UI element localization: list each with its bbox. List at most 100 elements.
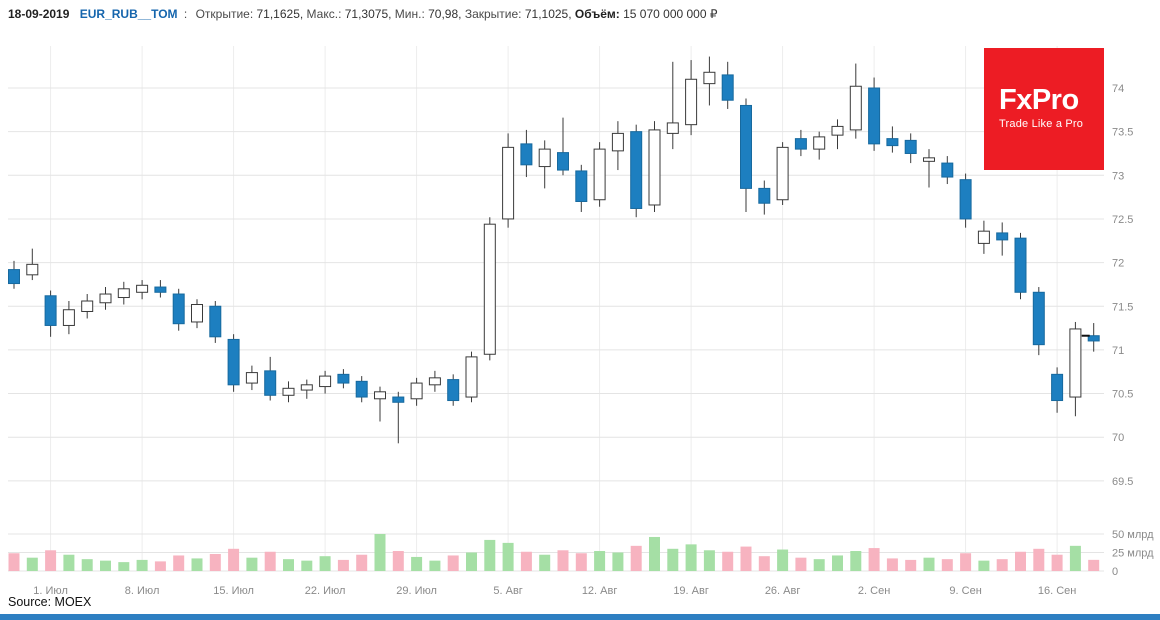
volume-bar (1051, 554, 1063, 571)
fxpro-logo-tagline: Trade Like a Pro (999, 118, 1084, 130)
volume-bar (868, 548, 880, 571)
volume-bar (740, 546, 752, 571)
candle-body (758, 187, 771, 204)
volume-bar (630, 545, 642, 571)
candle-body (502, 146, 515, 220)
header-stat: Макс.: 71,3075, (306, 7, 395, 21)
svg-text:8. Июл: 8. Июл (125, 585, 160, 597)
candle-body (794, 138, 807, 150)
candle-body (172, 293, 185, 325)
svg-text:26. Авг: 26. Авг (765, 585, 801, 597)
candle-body (813, 136, 826, 150)
svg-text:15. Июл: 15. Июл (213, 585, 254, 597)
volume-bar (1033, 548, 1045, 571)
volume-bar (136, 559, 148, 571)
candle-body (209, 305, 222, 338)
svg-text:50 млрд: 50 млрд (1112, 529, 1154, 541)
volume-bar (173, 555, 185, 571)
bottom-accent-bar (0, 614, 1160, 620)
volume-bar (777, 549, 789, 571)
candle-body (904, 139, 917, 154)
volume-gridlines (8, 533, 1104, 572)
header-colon: : (183, 7, 188, 21)
volume-bar (722, 551, 734, 571)
volume-bar (466, 552, 477, 571)
candle-body (191, 304, 203, 323)
volume-bar (850, 551, 862, 571)
svg-text:74: 74 (1112, 83, 1124, 95)
candle-body (374, 391, 386, 400)
chart-header: 18-09-2019 EUR_RUB__TOM : Открытие: 71,1… (8, 7, 718, 21)
candle-body (666, 122, 679, 134)
candle-body (740, 104, 752, 189)
volume-bar (557, 550, 569, 571)
svg-text:71.5: 71.5 (1112, 301, 1133, 313)
candle-body (264, 370, 277, 396)
volume-bar (337, 559, 349, 571)
ticker-link[interactable]: EUR_RUB__TOM (79, 7, 178, 21)
svg-text:0: 0 (1112, 566, 1118, 578)
candle-body (227, 338, 240, 386)
volume-bar (667, 548, 679, 571)
volume-bars (8, 534, 1100, 571)
header-stat: Объём: 15 070 000 000 ₽ (574, 7, 718, 21)
candle-body (447, 379, 460, 402)
candle-body (721, 74, 734, 101)
volume-bar (539, 554, 551, 571)
volume-bar (758, 556, 770, 571)
svg-text:73.5: 73.5 (1112, 127, 1133, 139)
candle-body (557, 152, 569, 171)
volume-bar (795, 557, 807, 571)
volume-bar (447, 555, 459, 571)
candle-body (868, 87, 881, 145)
candle-body (300, 384, 313, 391)
candle-body (81, 300, 94, 312)
volume-bar (118, 562, 130, 571)
volume-bar (1088, 559, 1100, 571)
volume-bar (374, 534, 386, 571)
volume-bar (100, 560, 111, 571)
candle-body (776, 146, 789, 201)
volume-bar (685, 544, 697, 571)
candle-body (154, 286, 167, 293)
svg-text:19. Авг: 19. Авг (673, 585, 709, 597)
header-stat: Открытие: 71,1625, (195, 7, 307, 21)
svg-text:12. Авг: 12. Авг (582, 585, 618, 597)
volume-bar (319, 556, 331, 571)
volume-bar (283, 559, 294, 571)
volume-bar (26, 557, 38, 571)
volume-bar (575, 553, 587, 571)
svg-text:72.5: 72.5 (1112, 214, 1133, 226)
candle-body (136, 284, 149, 293)
h-gridlines (8, 87, 1104, 482)
volume-bar (886, 558, 898, 571)
volume-bar (484, 539, 496, 571)
svg-text:1. Июл: 1. Июл (33, 585, 68, 597)
x-axis-labels: 1. Июл 8. Июл 15. Июл 22. Июл 29. Июл 5. Авг 1… (33, 585, 1076, 597)
candle-body (428, 377, 441, 386)
candle-body (959, 179, 972, 220)
volume-bar (502, 542, 514, 571)
volume-bar (191, 558, 203, 571)
volume-bar (1069, 545, 1081, 571)
volume-bar (429, 560, 441, 571)
volume-bar (411, 556, 423, 571)
candles (8, 56, 1100, 444)
volume-bar (301, 560, 313, 571)
candle-body (1014, 237, 1027, 293)
volume-bar (81, 559, 93, 571)
candle-body (483, 223, 496, 355)
candle-body (245, 372, 258, 384)
volume-bar (703, 550, 715, 571)
svg-text:70: 70 (1112, 432, 1124, 444)
candle-body (117, 288, 130, 299)
volume-bar (8, 553, 20, 571)
candle-body (337, 373, 350, 384)
svg-text:69.5: 69.5 (1112, 476, 1133, 488)
volume-bar (813, 559, 825, 571)
candle-body (99, 293, 112, 304)
candle-body (630, 131, 643, 209)
volume-bar (45, 550, 57, 571)
volume-bar (960, 553, 972, 571)
